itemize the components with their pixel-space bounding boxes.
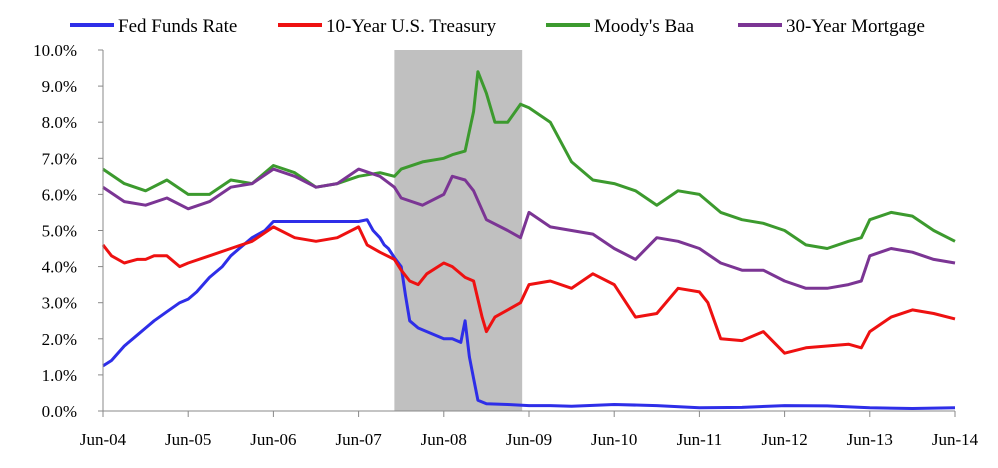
y-tick-label: 9.0% bbox=[42, 77, 77, 96]
legend: Fed Funds Rate 10-Year U.S. Treasury Moody… bbox=[70, 16, 925, 37]
series-line-1 bbox=[102, 218, 956, 410]
series-layer bbox=[101, 70, 956, 410]
x-tick-label: Jun-13 bbox=[847, 430, 893, 449]
y-tick-label: 4.0% bbox=[42, 258, 77, 277]
series-line-3 bbox=[102, 70, 956, 250]
y-tick-label: 6.0% bbox=[42, 185, 77, 204]
x-tick-label: Jun-08 bbox=[421, 430, 467, 449]
y-tick-label: 2.0% bbox=[42, 330, 77, 349]
y-tick-label: 3.0% bbox=[42, 294, 77, 313]
x-tick-label: Jun-11 bbox=[677, 430, 723, 449]
legend-label: 10-Year U.S. Treasury bbox=[326, 16, 497, 37]
legend-label: Fed Funds Rate bbox=[118, 16, 237, 37]
series-line-2 bbox=[101, 225, 956, 355]
y-tick-label: 1.0% bbox=[42, 366, 77, 385]
y-tick-label: 8.0% bbox=[42, 113, 77, 132]
x-tick-label: Jun-04 bbox=[80, 430, 127, 449]
x-tick-label: Jun-09 bbox=[506, 430, 552, 449]
legend-label: 30-Year Mortgage bbox=[786, 16, 925, 37]
y-tick-label: 10.0% bbox=[33, 41, 77, 60]
x-tick-label: Jun-05 bbox=[165, 430, 211, 449]
recession-band-layer bbox=[394, 50, 523, 411]
x-tick-label: Jun-07 bbox=[335, 430, 382, 449]
x-tick-label: Jun-06 bbox=[250, 430, 296, 449]
y-tick-label: 0.0% bbox=[42, 402, 77, 421]
x-tick-label: Jun-10 bbox=[591, 430, 637, 449]
series-line-4 bbox=[102, 167, 956, 290]
x-tick-label: Jun-12 bbox=[761, 430, 807, 449]
recession-band bbox=[394, 50, 523, 411]
axis-layer: 0.0% 1.0% 2.0% 3.0% 4.0% 5.0% 6.0% 7.0% 8.0% 9.0%… bbox=[33, 41, 979, 449]
legend-label: Moody's Baa bbox=[594, 16, 695, 37]
x-tick-label: Jun-14 bbox=[932, 430, 979, 449]
y-tick-label: 5.0% bbox=[42, 222, 77, 241]
y-tick-label: 7.0% bbox=[42, 149, 77, 168]
